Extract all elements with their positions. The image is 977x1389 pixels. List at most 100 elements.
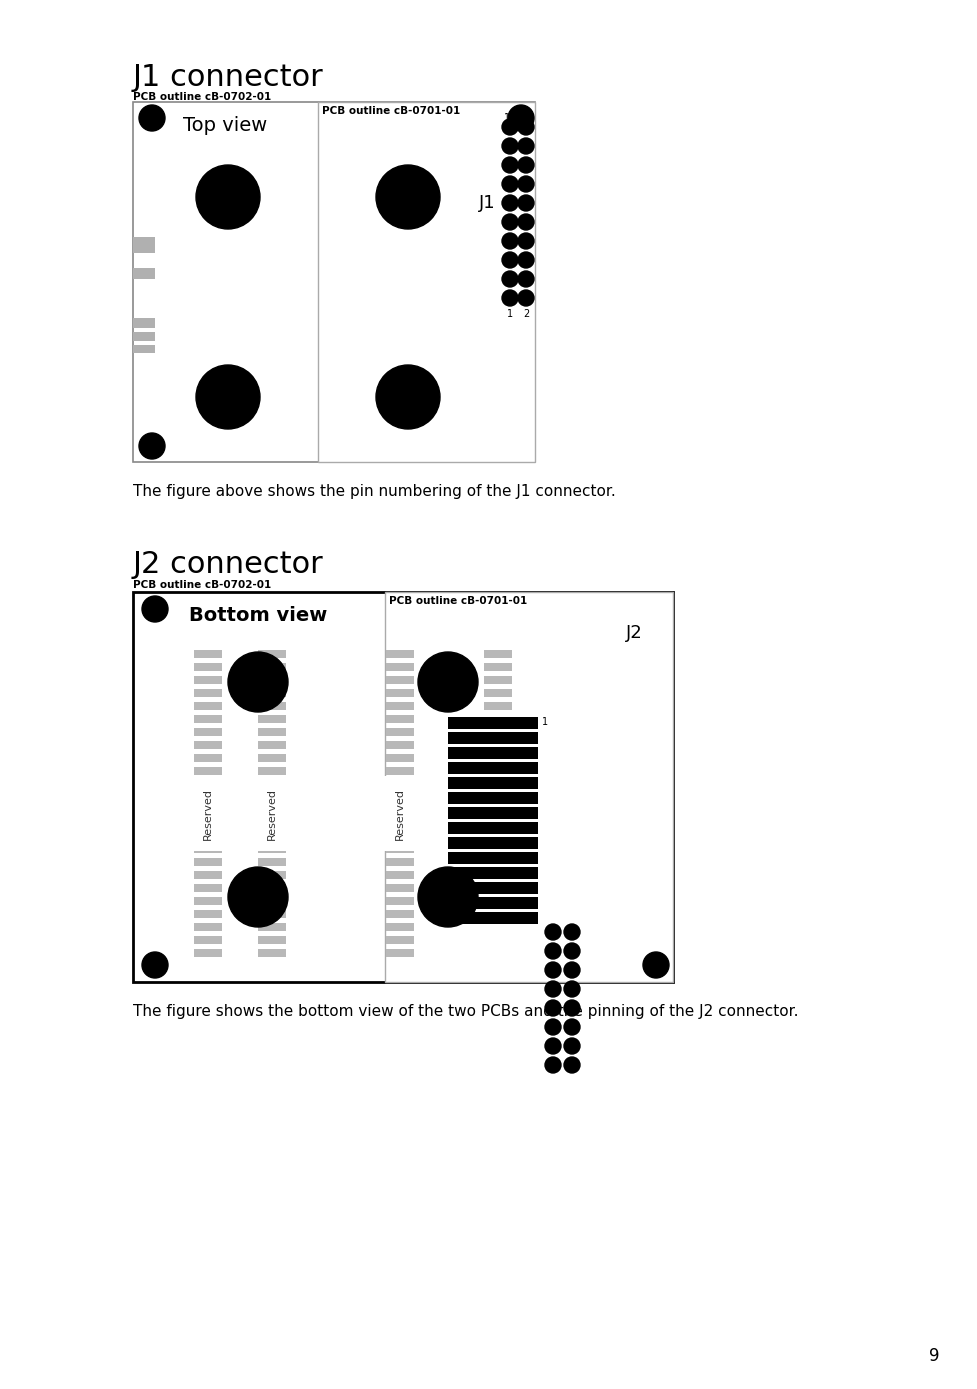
Bar	[258, 806, 286, 814]
Circle shape	[196, 365, 260, 429]
Text: 9: 9	[929, 1347, 940, 1365]
Text: Top view: Top view	[183, 117, 267, 135]
Circle shape	[518, 157, 534, 174]
Bar	[484, 650, 512, 658]
Circle shape	[228, 651, 288, 713]
Bar	[258, 858, 286, 865]
Circle shape	[196, 165, 260, 229]
Bar	[258, 924, 286, 931]
Bar	[386, 728, 414, 736]
Text: PCB outline cB-0701-01: PCB outline cB-0701-01	[322, 106, 460, 117]
Circle shape	[508, 106, 534, 131]
Circle shape	[502, 157, 518, 174]
Circle shape	[545, 1000, 561, 1015]
Bar	[258, 820, 286, 826]
Circle shape	[518, 119, 534, 135]
Bar	[386, 910, 414, 918]
Text: 2: 2	[523, 308, 530, 319]
Circle shape	[564, 943, 580, 958]
Bar	[194, 701, 222, 710]
Bar	[194, 650, 222, 658]
Text: 20: 20	[520, 113, 532, 124]
Bar	[386, 781, 414, 788]
Text: PCB outline cB-0701-01: PCB outline cB-0701-01	[389, 596, 528, 606]
Circle shape	[643, 951, 669, 978]
Circle shape	[502, 214, 518, 231]
Bar	[484, 663, 512, 671]
Bar	[133, 238, 155, 253]
Bar	[448, 897, 538, 908]
Circle shape	[564, 1000, 580, 1015]
Bar	[258, 676, 286, 683]
Bar	[386, 767, 414, 775]
Bar	[448, 913, 538, 924]
Circle shape	[518, 194, 534, 211]
Circle shape	[418, 651, 478, 713]
Circle shape	[502, 271, 518, 288]
Bar	[194, 781, 222, 788]
Text: Reserved: Reserved	[267, 788, 277, 839]
Text: 1: 1	[542, 717, 548, 726]
Bar	[194, 754, 222, 763]
Circle shape	[545, 1038, 561, 1054]
Bar	[448, 732, 538, 745]
Bar	[194, 845, 222, 853]
Circle shape	[502, 138, 518, 154]
Circle shape	[518, 176, 534, 192]
Text: PCB outline cB-0702-01: PCB outline cB-0702-01	[133, 581, 272, 590]
Bar	[448, 822, 538, 833]
Circle shape	[139, 433, 165, 458]
Circle shape	[518, 138, 534, 154]
Bar	[386, 897, 414, 906]
Bar	[258, 754, 286, 763]
Bar	[258, 781, 286, 788]
Circle shape	[545, 981, 561, 997]
Bar	[386, 832, 414, 840]
Bar	[385, 592, 673, 982]
Circle shape	[545, 924, 561, 940]
Circle shape	[564, 1038, 580, 1054]
Bar	[194, 924, 222, 931]
Circle shape	[518, 233, 534, 249]
Bar	[258, 871, 286, 879]
Bar	[258, 949, 286, 957]
Bar	[386, 949, 414, 957]
Circle shape	[564, 924, 580, 940]
Circle shape	[376, 165, 440, 229]
Text: 19: 19	[504, 113, 516, 124]
Text: Reserved: Reserved	[395, 788, 405, 839]
Bar	[194, 663, 222, 671]
Circle shape	[564, 1020, 580, 1035]
Bar	[386, 793, 414, 801]
Circle shape	[502, 119, 518, 135]
Text: J1 connector: J1 connector	[133, 63, 323, 92]
Circle shape	[518, 214, 534, 231]
Bar	[194, 676, 222, 683]
Circle shape	[142, 596, 168, 622]
Bar	[194, 897, 222, 906]
Bar	[258, 689, 286, 697]
Bar	[258, 793, 286, 801]
Circle shape	[564, 981, 580, 997]
Circle shape	[502, 233, 518, 249]
Text: The figure shows the bottom view of the two PCBs and the pinning of the J2 conne: The figure shows the bottom view of the …	[133, 1004, 798, 1020]
Bar	[133, 268, 155, 279]
Bar	[133, 101, 535, 463]
Bar	[258, 728, 286, 736]
Circle shape	[564, 1057, 580, 1072]
Bar	[258, 845, 286, 853]
Circle shape	[545, 963, 561, 978]
Bar	[448, 838, 538, 849]
Bar	[386, 715, 414, 724]
Bar	[258, 883, 286, 892]
Text: The figure above shows the pin numbering of the J1 connector.: The figure above shows the pin numbering…	[133, 483, 616, 499]
Bar	[448, 747, 538, 758]
Bar	[194, 949, 222, 957]
Circle shape	[228, 867, 288, 926]
Text: J2 connector: J2 connector	[133, 550, 323, 579]
Bar	[386, 754, 414, 763]
Bar	[386, 845, 414, 853]
Bar	[194, 715, 222, 724]
Bar	[386, 936, 414, 945]
Bar	[318, 101, 535, 463]
